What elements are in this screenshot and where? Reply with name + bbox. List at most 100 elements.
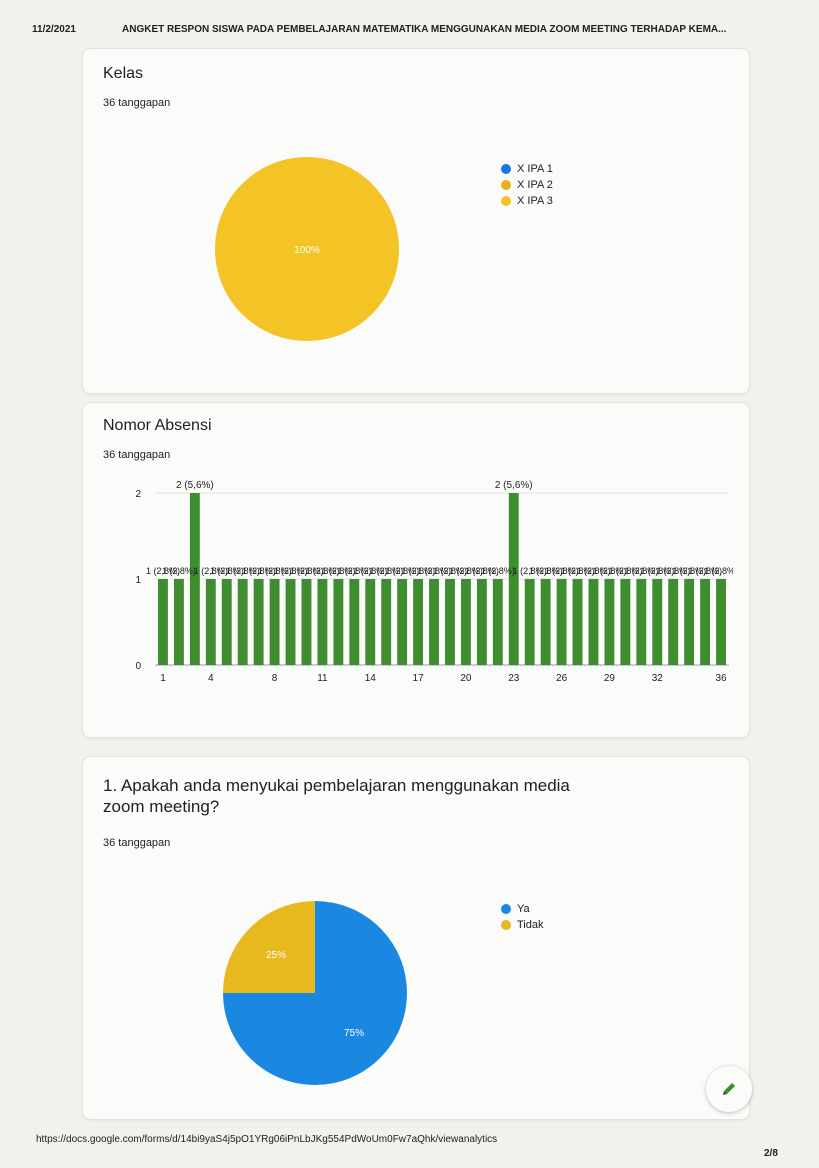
bar [205,579,216,665]
bar [508,493,519,665]
bar [253,579,264,665]
y-tick-label: 1 [135,575,141,586]
edit-fab-button[interactable] [706,1066,752,1112]
x-tick-label: 1 [160,673,166,684]
pie-slice [215,157,399,341]
bar-data-label: 1 (2,8%) [561,566,595,576]
bar-data-label: 1 (2,8%) [656,566,690,576]
legend-label: Tidak [517,919,544,931]
bar [524,579,535,665]
legend-swatch [501,180,511,190]
bar-data-label: 2 (5,6%) [176,480,214,491]
bar [700,579,711,665]
bar-data-label: 1 (2,8%) [210,566,244,576]
bar [173,579,184,665]
bar-data-label: 1 (2,8%) [465,566,499,576]
legend-label: X IPA 3 [517,195,553,207]
footer-url: https://docs.google.com/forms/d/14bi9yaS… [36,1134,498,1145]
bar [604,579,615,665]
bar-data-label: 1 (2,8%) [289,566,323,576]
bar [381,579,392,665]
bar [221,579,232,665]
bar [429,579,439,665]
bar-data-label: 1 (2,8%) [385,566,419,576]
legend-item: X IPA 3 [501,193,553,209]
bar-data-label: 1 (2,8%) [401,566,435,576]
legend-swatch [501,196,511,206]
bar-data-label: 1 (2,8%) [449,566,483,576]
bar-data-label: 1 (2,8%) [146,566,180,576]
question-card-q1: 1. Apakah anda menyukai pembelajaran men… [82,756,750,1120]
bar [237,579,248,665]
legend-label: Ya [517,903,530,915]
bar-data-label: 1 (2,8%) [433,566,467,576]
bar-data-label: 1 (2,8%) [608,566,642,576]
x-tick-label: 4 [208,673,214,684]
response-count: 36 tanggapan [103,97,171,109]
bar [460,579,471,665]
bar-data-label: 1 (2,8%) [529,566,563,576]
pencil-icon [723,1083,735,1095]
question-title: Kelas [103,65,144,82]
pie-slice [223,901,315,993]
legend-label: X IPA 1 [517,163,553,175]
bar-data-label: 1 (2,8%) [353,566,387,576]
bar [684,579,695,665]
bar [158,579,168,665]
page-header-title: ANGKET RESPON SISWA PADA PEMBELAJARAN MA… [122,24,727,35]
bar [445,579,455,665]
question-card-nomor-absensi: Nomor Absensi 36 tanggapan 1 (2,8%) 1 (2,… [82,402,750,738]
legend-swatch [501,920,511,930]
pie-data-label: 100% [294,245,320,256]
x-tick-label: 36 [715,673,727,684]
bar [716,579,726,665]
legend-swatch [501,904,511,914]
bar [333,579,344,665]
x-tick-label: 8 [272,673,278,684]
bar-data-label: 1 (2,8%) [194,566,228,576]
bar [189,493,200,665]
bar [620,579,631,665]
bar-data-label: 1 (2,8%) [226,566,260,576]
legend-swatch [501,164,511,174]
bar [668,579,679,665]
bar [365,579,376,665]
legend-item: Ya [501,901,544,917]
bar [556,579,567,665]
bar [572,579,583,665]
bar-data-label: 1 (2,8%) [545,566,579,576]
response-count: 36 tanggapan [103,837,171,849]
response-count: 36 tanggapan [103,449,171,461]
bar [349,579,360,665]
page-number: 2/8 [764,1148,778,1159]
bar [588,579,599,665]
pie-chart-kelas: 100% [215,157,399,341]
y-tick-label: 2 [135,489,141,500]
bar-data-label: 1 (2,8%) [640,566,674,576]
bar-data-label: 1 (2,8%) [481,566,515,576]
pie-data-label: 75% [344,1028,364,1039]
bar [652,579,663,665]
bar-data-label: 1 (2,8%) [369,566,403,576]
bar-data-label: 1 (2,8%) [672,566,706,576]
y-tick-label: 0 [135,661,141,672]
legend-label: X IPA 2 [517,179,553,191]
legend-item: X IPA 2 [501,177,553,193]
bar-data-label: 1 (2,8%) [305,566,339,576]
bar-data-label: 1 (2,8%) [513,566,547,576]
bar [285,579,296,665]
x-tick-label: 23 [508,673,520,684]
bar [540,579,551,665]
chart-legend: X IPA 1 X IPA 2 X IPA 3 [501,161,553,209]
legend-item: X IPA 1 [501,161,553,177]
bar-chart-nomor-absensi: 1 (2,8%)1 (2,8%)2 (5,6%)1 (2,8%)1 (2,8%)… [135,480,733,684]
bar [301,579,312,665]
bar-data-label: 1 (2,8%) [242,566,276,576]
x-tick-label: 11 [317,673,328,684]
bar-data-label: 1 (2,8%) [688,566,722,576]
bar [269,579,280,665]
bar-data-label: 1 (2,8%) [258,566,292,576]
bar-data-label: 1 (2,8%) [624,566,658,576]
bar [636,579,647,665]
pie-chart-q1: 75% 25% [223,901,407,1085]
